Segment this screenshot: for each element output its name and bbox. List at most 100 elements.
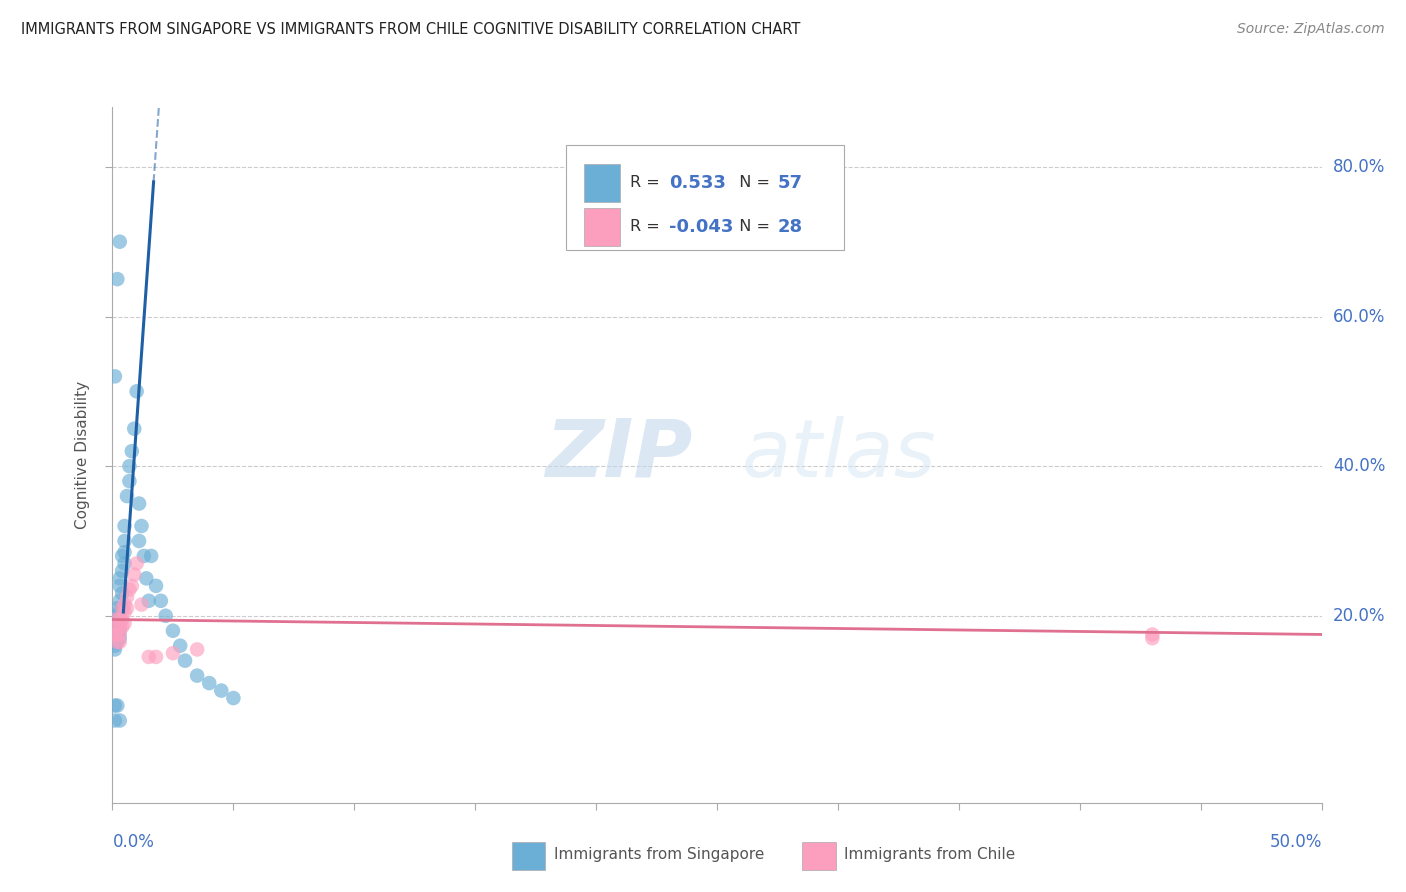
Point — [131, 598, 153, 612]
Text: N =: N = — [730, 176, 775, 190]
Point — [105, 616, 128, 631]
Text: Immigrants from Chile: Immigrants from Chile — [844, 847, 1015, 863]
Point — [104, 627, 127, 641]
Point — [108, 624, 131, 638]
Point — [104, 698, 127, 713]
Point — [108, 579, 131, 593]
Point — [131, 519, 153, 533]
Point — [108, 620, 131, 634]
Text: 0.0%: 0.0% — [112, 833, 155, 851]
Point — [111, 601, 134, 615]
Point — [105, 272, 128, 286]
Point — [138, 594, 160, 608]
Text: R =: R = — [630, 176, 665, 190]
Point — [174, 654, 197, 668]
Point — [105, 635, 128, 649]
Point — [111, 564, 134, 578]
Point — [111, 620, 134, 634]
Point — [111, 549, 134, 563]
Point — [105, 620, 128, 634]
Point — [149, 594, 172, 608]
Point — [118, 459, 141, 474]
Point — [104, 616, 127, 631]
Point — [169, 639, 191, 653]
Point — [108, 627, 131, 641]
Point — [108, 594, 131, 608]
Point — [186, 642, 208, 657]
Text: -0.043: -0.043 — [669, 218, 733, 235]
Point — [105, 620, 128, 634]
Point — [108, 635, 131, 649]
Point — [115, 601, 138, 615]
Point — [132, 549, 155, 563]
Text: R =: R = — [630, 219, 665, 235]
Point — [111, 613, 134, 627]
Point — [111, 586, 134, 600]
Text: atlas: atlas — [741, 416, 936, 494]
Point — [105, 698, 128, 713]
Point — [104, 714, 127, 728]
Point — [128, 533, 150, 548]
Point — [105, 608, 128, 623]
Point — [114, 519, 136, 533]
Point — [108, 613, 131, 627]
Text: 80.0%: 80.0% — [1333, 158, 1385, 176]
Text: Source: ZipAtlas.com: Source: ZipAtlas.com — [1237, 22, 1385, 37]
Point — [104, 642, 127, 657]
Text: 57: 57 — [778, 174, 803, 192]
FancyBboxPatch shape — [583, 208, 620, 246]
Point — [118, 582, 141, 597]
Point — [122, 422, 145, 436]
Text: 50.0%: 50.0% — [1270, 833, 1322, 851]
Text: 20.0%: 20.0% — [1333, 607, 1385, 624]
Text: 60.0%: 60.0% — [1333, 308, 1385, 326]
Point — [105, 627, 128, 641]
FancyBboxPatch shape — [801, 842, 835, 871]
Point — [141, 549, 163, 563]
Point — [209, 683, 232, 698]
Text: IMMIGRANTS FROM SINGAPORE VS IMMIGRANTS FROM CHILE COGNITIVE DISABILITY CORRELAT: IMMIGRANTS FROM SINGAPORE VS IMMIGRANTS … — [21, 22, 800, 37]
Point — [1142, 627, 1164, 641]
Point — [186, 668, 208, 682]
Point — [104, 369, 127, 384]
Point — [162, 646, 184, 660]
Point — [108, 571, 131, 585]
Point — [111, 601, 134, 615]
Point — [104, 627, 127, 641]
Point — [118, 474, 141, 488]
Text: Immigrants from Singapore: Immigrants from Singapore — [554, 847, 765, 863]
Point — [128, 497, 150, 511]
Point — [105, 601, 128, 615]
Point — [108, 235, 131, 249]
Point — [121, 579, 143, 593]
Point — [105, 627, 128, 641]
Text: ZIP: ZIP — [546, 416, 693, 494]
Point — [125, 384, 148, 399]
Point — [145, 579, 167, 593]
Point — [155, 608, 177, 623]
Point — [162, 624, 184, 638]
Point — [115, 489, 138, 503]
Y-axis label: Cognitive Disability: Cognitive Disability — [75, 381, 90, 529]
FancyBboxPatch shape — [583, 164, 620, 202]
Point — [198, 676, 221, 690]
Point — [114, 605, 136, 619]
Point — [135, 571, 157, 585]
Point — [114, 557, 136, 571]
Point — [108, 631, 131, 645]
FancyBboxPatch shape — [565, 145, 844, 250]
FancyBboxPatch shape — [512, 842, 546, 871]
Text: 0.533: 0.533 — [669, 174, 725, 192]
Point — [105, 635, 128, 649]
Point — [114, 545, 136, 559]
Point — [1142, 631, 1164, 645]
Point — [145, 649, 167, 664]
Point — [104, 639, 127, 653]
Point — [108, 605, 131, 619]
Point — [122, 567, 145, 582]
Point — [108, 714, 131, 728]
Point — [138, 649, 160, 664]
Point — [114, 598, 136, 612]
Text: 28: 28 — [778, 218, 803, 235]
Point — [114, 533, 136, 548]
